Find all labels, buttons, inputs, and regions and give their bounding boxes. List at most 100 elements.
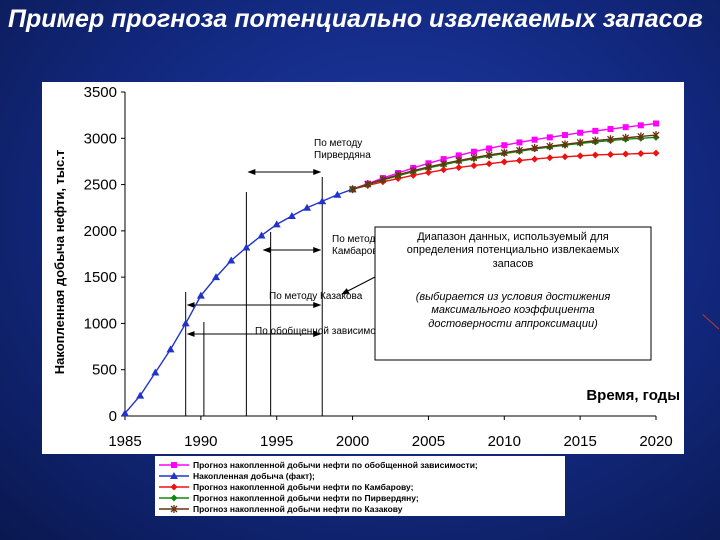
data-point	[424, 162, 432, 171]
annotation-line: Камбарова	[332, 245, 384, 257]
x-tick-label: 1995	[260, 433, 293, 450]
data-point	[455, 156, 463, 165]
data-point	[394, 170, 402, 179]
data-point	[653, 120, 659, 127]
data-point	[486, 145, 493, 152]
data-point	[515, 146, 523, 155]
data-point	[151, 368, 160, 376]
legend-label: Прогноз накопленной добычи нефти по обоб…	[193, 459, 478, 470]
data-point	[470, 162, 478, 170]
data-point	[379, 175, 387, 184]
axes: 0 500 1000 1500 2000 2500 3000 3500 1985 1990 1995…	[52, 84, 680, 450]
data-point	[212, 273, 221, 281]
legend-item: Прогноз накопленной добычи нефти по Пирв…	[159, 492, 419, 503]
data-point	[561, 140, 569, 149]
data-point	[242, 243, 251, 251]
note-text-line: Диапазон данных, используемый для	[417, 231, 609, 243]
data-point	[287, 212, 296, 220]
data-point	[170, 471, 178, 479]
data-point	[121, 409, 129, 417]
data-point	[303, 203, 312, 211]
y-tick-label: 3500	[84, 84, 117, 101]
legend-symbol	[159, 504, 189, 513]
series-layer	[121, 120, 660, 417]
data-point	[485, 160, 493, 168]
annotation-label: По методу Казакова	[269, 291, 363, 302]
data-point	[409, 166, 417, 175]
x-tick-label: 2020	[639, 433, 672, 450]
y-tick-label: 500	[92, 362, 117, 379]
annotation-line: По методу	[314, 138, 362, 149]
y-tick-label: 3000	[84, 130, 117, 147]
note-pointer-arrow	[341, 276, 376, 295]
data-point	[622, 133, 630, 142]
data-point	[516, 139, 523, 146]
x-tick-label: 2000	[336, 433, 369, 450]
legend-symbol	[159, 483, 189, 490]
note-box	[374, 226, 652, 361]
data-point	[364, 180, 372, 189]
data-point	[546, 134, 553, 141]
data-point	[227, 256, 236, 264]
data-point	[440, 159, 448, 168]
data-point	[592, 127, 599, 134]
data-point	[546, 142, 554, 151]
annotation-label: По методу Камбарова	[332, 234, 384, 257]
legend-symbol	[159, 471, 189, 479]
data-point	[470, 148, 477, 155]
y-tick-label: 0	[109, 408, 117, 425]
annotation-line: Пирвердяна	[314, 150, 371, 161]
legend-label: Прогноз накопленной добычи нефти по Камб…	[193, 481, 414, 492]
data-point	[607, 135, 614, 144]
data-point	[171, 461, 177, 468]
chart-svg: 0 500 1000 1500 2000 2500 3000 3500 1985 1990 1995…	[52, 84, 680, 450]
legend-item: Накопленная добыча (факт);	[159, 470, 315, 481]
data-point	[333, 190, 342, 198]
data-point	[170, 483, 178, 490]
data-point	[455, 163, 463, 171]
legend-label: Накопленная добыча (факт);	[193, 470, 315, 481]
data-point	[637, 150, 645, 158]
data-point	[637, 132, 645, 141]
data-point	[170, 504, 178, 513]
slide-title-text: Пример прогноза потенциально извлекаемых…	[8, 5, 703, 33]
annotation-line: По методу	[332, 234, 380, 245]
data-point	[637, 122, 644, 129]
data-point	[515, 157, 523, 165]
data-point	[424, 169, 432, 177]
data-point	[500, 148, 508, 157]
note-text-line: определения потенциально извлекаемых	[407, 244, 620, 256]
note-text-line: запасов	[493, 258, 534, 270]
chart-panel: 0 500 1000 1500 2000 2500 3000 3500 1985 1990 1995…	[42, 82, 684, 454]
x-tick-label: 2005	[412, 433, 445, 450]
series-4	[349, 131, 660, 194]
slide-title: Пример прогноза потенциально извлекаемых…	[8, 4, 703, 34]
annotation-label: По методу Пирвердяна	[314, 138, 371, 161]
data-point	[196, 291, 205, 299]
y-tick-label: 1500	[84, 269, 117, 286]
data-point	[485, 150, 493, 159]
note-text-line: (выбирается из условия достижения	[416, 291, 611, 303]
data-point	[591, 151, 599, 159]
x-tick-label: 2010	[488, 433, 521, 450]
data-point	[546, 154, 554, 162]
legend-symbol	[159, 494, 189, 501]
data-point	[652, 131, 660, 140]
data-point	[455, 152, 462, 159]
data-point	[531, 155, 539, 163]
data-point	[409, 171, 417, 179]
data-point	[622, 150, 630, 158]
legend-item: Прогноз накопленной добычи нефти по Каза…	[159, 503, 403, 514]
x-tick-label: 1990	[184, 433, 217, 450]
data-point	[166, 345, 175, 353]
annotation-label: По обобщенной зависимости	[255, 325, 391, 337]
x-axis-label: Время, годы	[586, 387, 680, 404]
data-point	[652, 149, 660, 157]
data-point	[531, 136, 538, 143]
data-point	[440, 156, 447, 163]
legend: Прогноз накопленной добычи нефти по обоб…	[155, 456, 565, 516]
data-point	[561, 153, 569, 161]
y-axis-label: Накопленная добыча нефти, тыс.т	[52, 150, 67, 374]
note-text-line: достоверности аппроксимации)	[428, 318, 598, 330]
note-text-line: максимального коэффициента	[431, 304, 594, 316]
